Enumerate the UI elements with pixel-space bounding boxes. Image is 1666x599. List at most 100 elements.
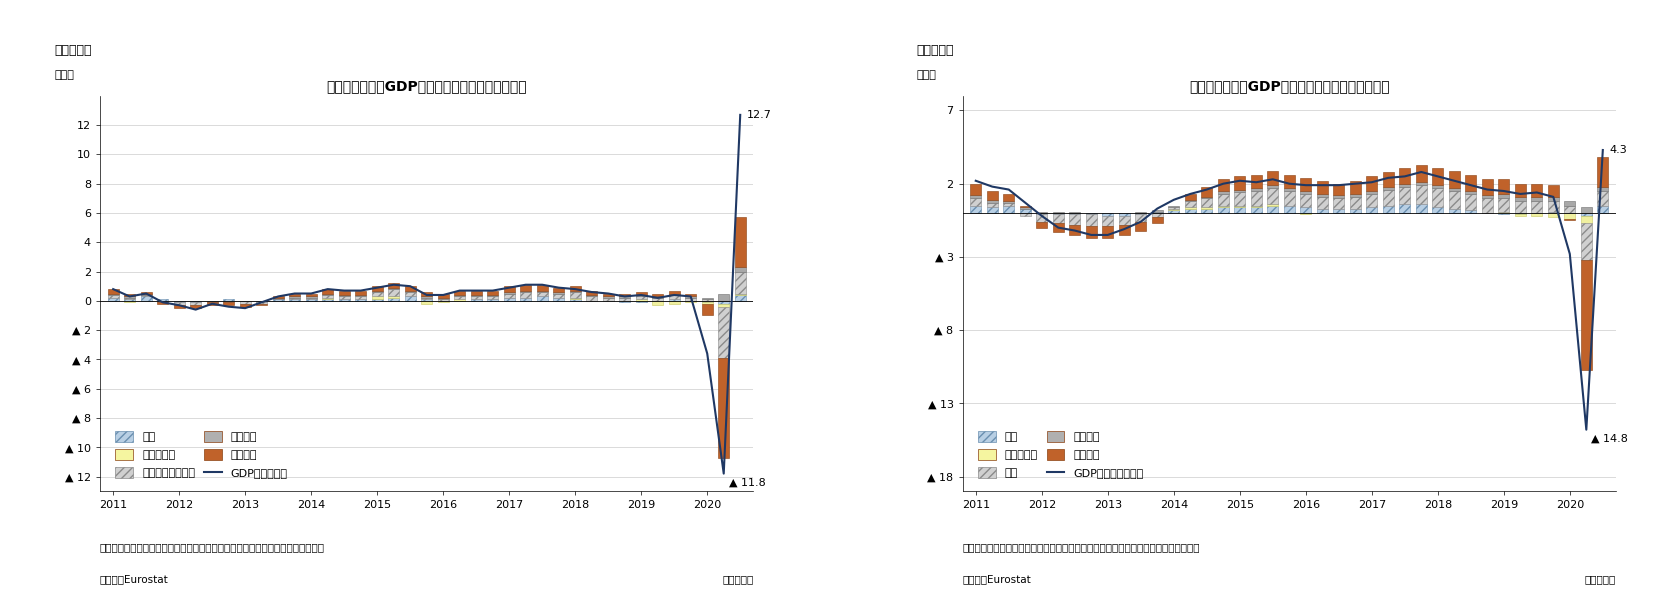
Bar (1383, 205, 1394, 213)
Bar (1136, 213, 1146, 214)
Bar (701, 298, 713, 300)
Bar (307, 298, 317, 300)
Bar (553, 298, 565, 301)
Bar (553, 294, 565, 298)
Bar (405, 286, 415, 291)
Bar (553, 292, 565, 294)
Bar (1598, 158, 1608, 187)
Bar (1498, 211, 1509, 213)
Bar (1301, 213, 1311, 214)
Bar (1053, 223, 1063, 232)
Text: （図表２）: （図表２） (916, 44, 955, 58)
Bar (1316, 208, 1328, 213)
Bar (455, 297, 465, 300)
Bar (1433, 168, 1443, 185)
Bar (157, 300, 168, 301)
Bar (240, 301, 250, 304)
Bar (1349, 208, 1361, 213)
Bar (455, 295, 465, 297)
Bar (488, 300, 498, 301)
Bar (1333, 208, 1344, 213)
Bar (603, 297, 613, 298)
Bar (1251, 205, 1261, 207)
Bar (1316, 181, 1328, 194)
Bar (1333, 198, 1344, 208)
Bar (125, 301, 135, 302)
Bar (520, 285, 531, 291)
Bar (207, 301, 218, 302)
Bar (1548, 197, 1559, 201)
Bar (1466, 210, 1476, 213)
Bar (1003, 194, 1015, 201)
Bar (1416, 165, 1426, 182)
Bar (190, 305, 202, 308)
Bar (701, 304, 713, 316)
Bar (471, 297, 481, 300)
Bar (1531, 201, 1543, 213)
Bar (701, 300, 713, 301)
Bar (653, 298, 663, 301)
Bar (223, 300, 233, 301)
Bar (1498, 198, 1509, 211)
Bar (421, 298, 431, 300)
Bar (735, 271, 746, 294)
Bar (1598, 191, 1608, 205)
Bar (503, 294, 515, 298)
Bar (636, 301, 646, 302)
Bar (1036, 213, 1048, 214)
Bar (653, 301, 663, 305)
Bar (586, 291, 596, 295)
Bar (536, 285, 548, 291)
Bar (1514, 197, 1526, 201)
Bar (157, 302, 168, 304)
Bar (668, 291, 680, 294)
Bar (1284, 191, 1294, 205)
Bar (1581, 207, 1591, 213)
Bar (1383, 187, 1394, 189)
Bar (1086, 213, 1096, 214)
Bar (735, 294, 746, 295)
Bar (257, 302, 267, 304)
Bar (536, 292, 548, 297)
Bar (142, 292, 152, 294)
Bar (1301, 194, 1311, 207)
Bar (207, 302, 218, 305)
Bar (668, 295, 680, 300)
Bar (520, 291, 531, 292)
Bar (503, 298, 515, 301)
Bar (338, 291, 350, 295)
Bar (1036, 211, 1048, 213)
Bar (322, 298, 333, 300)
Bar (1268, 205, 1278, 213)
Bar (1185, 201, 1196, 207)
Bar (1349, 197, 1361, 208)
Bar (1268, 204, 1278, 205)
Bar (372, 286, 383, 291)
Bar (1235, 205, 1245, 207)
Bar (520, 292, 531, 298)
Bar (1433, 185, 1443, 188)
Bar (1531, 184, 1543, 197)
Bar (125, 297, 135, 298)
Bar (1284, 205, 1294, 213)
Bar (1399, 184, 1409, 187)
Bar (685, 301, 696, 302)
Bar (1251, 207, 1261, 213)
Text: 12.7: 12.7 (746, 110, 771, 120)
Bar (1020, 208, 1031, 213)
Bar (1070, 225, 1080, 235)
Bar (603, 294, 613, 297)
Bar (636, 295, 646, 297)
Bar (1301, 207, 1311, 213)
Bar (1251, 175, 1261, 188)
Bar (1103, 216, 1113, 226)
Bar (1383, 189, 1394, 205)
Bar (1333, 195, 1344, 198)
Bar (1466, 175, 1476, 191)
Bar (1416, 185, 1426, 204)
Bar (488, 297, 498, 300)
Bar (1531, 213, 1543, 216)
Bar (1235, 192, 1245, 205)
Bar (1433, 207, 1443, 213)
Bar (1070, 211, 1080, 213)
